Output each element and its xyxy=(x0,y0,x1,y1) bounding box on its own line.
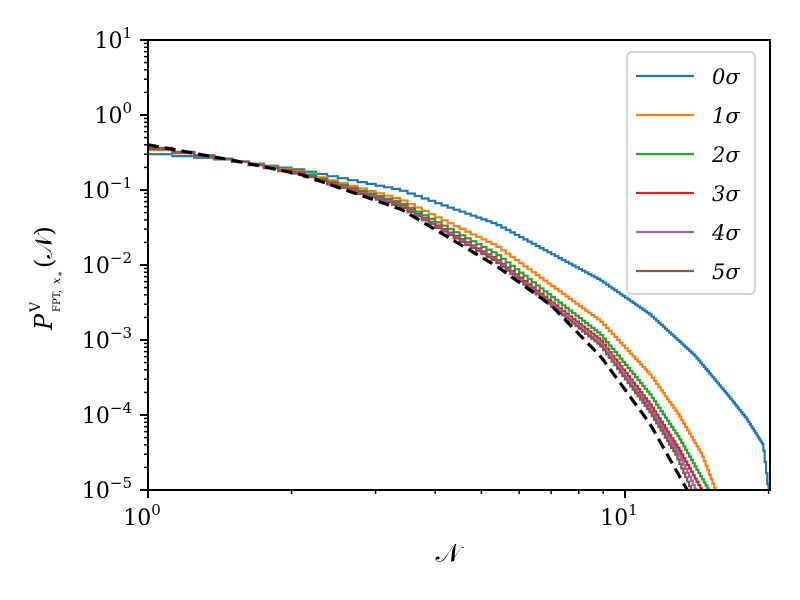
svg-text:(𝒩): (𝒩) xyxy=(30,226,58,268)
y-axis-ticks: 101 100 10−1 10−2 10−3 10−4 10−5 xyxy=(82,24,148,504)
legend-label: 5σ xyxy=(712,260,740,284)
legend-item-1: 1σ xyxy=(636,104,740,128)
series-line-0 xyxy=(148,153,770,490)
y-tick-label: 10−4 xyxy=(82,399,132,429)
y-axis-label: P V FPT, x ∗ (𝒩) xyxy=(28,226,66,331)
x-axis-label: 𝒩 xyxy=(436,539,465,569)
series-line-5 xyxy=(148,146,693,490)
x-tick-label: 101 xyxy=(600,501,638,531)
x-axis-ticks: 100 101 xyxy=(123,490,770,531)
legend-item-3: 3σ xyxy=(636,182,740,206)
legend-label: 3σ xyxy=(712,182,740,206)
legend-item-5: 5σ xyxy=(636,260,740,284)
svg-text:P: P xyxy=(30,313,58,331)
legend-label: 1σ xyxy=(712,104,740,128)
y-tick-label: 101 xyxy=(94,24,132,54)
y-tick-label: 100 xyxy=(94,99,132,129)
svg-text:∗: ∗ xyxy=(56,271,66,277)
svg-text:V: V xyxy=(28,301,44,313)
legend-label: 2σ xyxy=(711,143,740,167)
svg-text:x: x xyxy=(50,277,63,284)
legend: 0σ 1σ 2σ 3σ 4σ 5σ xyxy=(626,51,756,295)
legend-label: 4σ xyxy=(711,221,740,245)
legend-label: 0σ xyxy=(712,65,740,89)
legend-item-2: 2σ xyxy=(636,143,740,167)
legend-item-4: 4σ xyxy=(636,221,740,245)
y-tick-label: 10−3 xyxy=(82,324,132,354)
series-lines xyxy=(148,143,770,490)
y-tick-label: 10−2 xyxy=(82,249,132,279)
theory-dashed-line xyxy=(148,143,690,490)
y-tick-label: 10−1 xyxy=(82,174,132,204)
y-tick-label: 10−5 xyxy=(82,474,132,504)
legend-item-0: 0σ xyxy=(636,65,740,89)
svg-text:FPT,: FPT, xyxy=(52,290,63,312)
x-tick-label: 100 xyxy=(123,501,161,531)
series-line-1 xyxy=(148,149,717,490)
